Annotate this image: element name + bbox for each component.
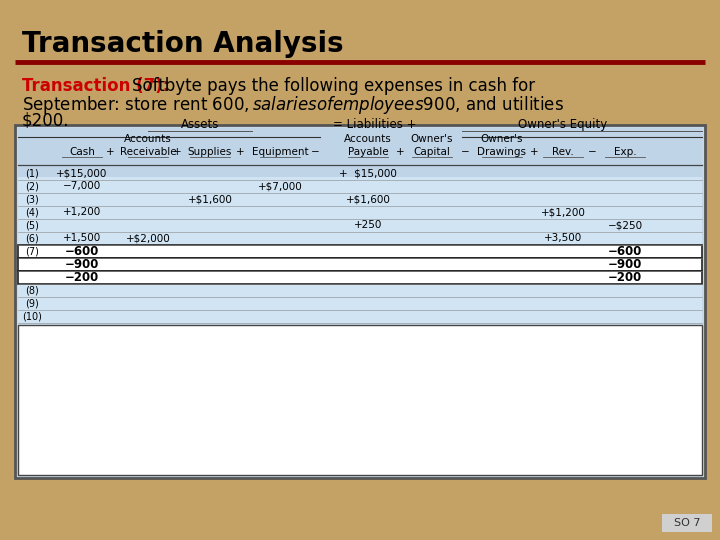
Text: −200: −200 [608,271,642,284]
Text: (1): (1) [25,168,39,179]
Text: −$250: −$250 [608,220,642,231]
Text: +$1,200: +$1,200 [541,207,585,218]
Text: (5): (5) [25,220,39,231]
Text: +: + [235,147,244,157]
Text: Transaction Analysis: Transaction Analysis [22,30,343,58]
Text: Receivable: Receivable [120,147,176,157]
Text: +1,200: +1,200 [63,207,101,218]
Text: (7): (7) [25,246,39,256]
Text: +3,500: +3,500 [544,233,582,244]
Text: −: − [588,147,596,157]
Text: +$15,000: +$15,000 [56,168,108,179]
Text: −: − [310,147,320,157]
Bar [18,128,702,475]
Text: −900: −900 [65,258,99,271]
Text: +$1,600: +$1,600 [346,194,390,205]
Bar [18,245,702,258]
Bar [18,128,702,177]
Bar [18,258,702,271]
Text: Exp.: Exp. [613,147,636,157]
Text: Owner's: Owner's [410,134,454,144]
Text: −200: −200 [65,271,99,284]
Text: $200.: $200. [22,111,70,129]
Text: (2): (2) [25,181,39,192]
Text: = Liabilities +: = Liabilities + [333,118,417,131]
Text: Assets: Assets [181,118,219,131]
Text: +1,500: +1,500 [63,233,101,244]
Text: Payable: Payable [348,147,388,157]
Bar [15,125,705,478]
Text: Capital: Capital [413,147,451,157]
Text: Supplies: Supplies [188,147,232,157]
Bar [18,271,702,284]
Text: (3): (3) [25,194,39,205]
Text: +: + [173,147,181,157]
Text: SO 7: SO 7 [674,518,701,528]
Text: Equipment: Equipment [252,147,308,157]
Text: Owner's Equity: Owner's Equity [518,118,608,131]
Text: Accounts: Accounts [124,134,172,144]
Text: September: store rent $600, salaries of employees $900, and utilities: September: store rent $600, salaries of … [22,94,564,116]
Text: Transaction (7):: Transaction (7): [22,77,169,95]
Text: −600: −600 [608,245,642,258]
Bar [18,325,702,475]
Text: Accounts: Accounts [344,134,392,144]
Text: Softbyte pays the following expenses in cash for: Softbyte pays the following expenses in … [132,77,535,95]
Text: +$7,000: +$7,000 [258,181,302,192]
Text: Drawings: Drawings [477,147,526,157]
Text: (10): (10) [22,312,42,321]
Text: Cash: Cash [69,147,95,157]
Text: −7,000: −7,000 [63,181,101,192]
Text: −: − [461,147,469,157]
Text: (9): (9) [25,299,39,308]
Text: −900: −900 [608,258,642,271]
Text: +  $15,000: + $15,000 [339,168,397,179]
Text: +250: +250 [354,220,382,231]
Text: +: + [530,147,539,157]
Text: (6): (6) [25,233,39,244]
Text: +: + [396,147,405,157]
Text: +$1,600: +$1,600 [188,194,233,205]
Text: (4): (4) [25,207,39,218]
Text: +$2,000: +$2,000 [125,233,171,244]
Text: Rev.: Rev. [552,147,574,157]
Text: −600: −600 [65,245,99,258]
Text: Owner's: Owner's [481,134,523,144]
Text: +: + [106,147,114,157]
Text: (8): (8) [25,286,39,295]
Bar [662,514,712,532]
